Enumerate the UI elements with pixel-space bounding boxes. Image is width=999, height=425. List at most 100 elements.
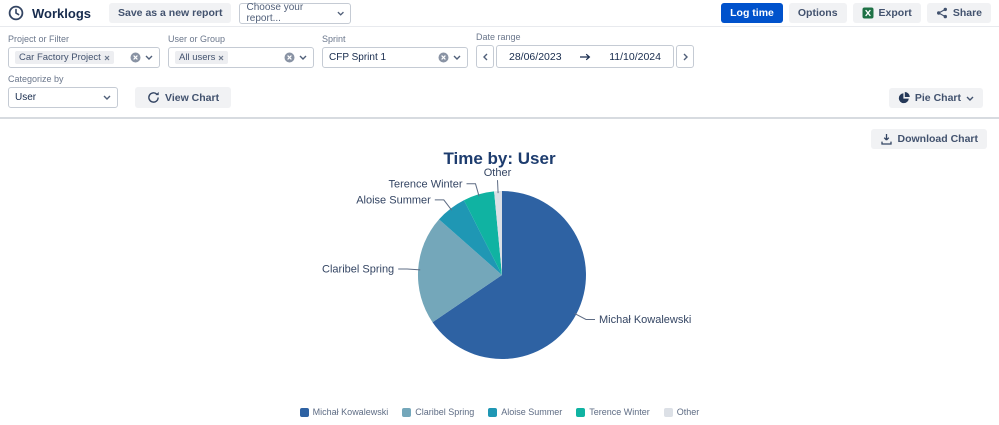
pie-slice-2[interactable] [417,219,502,323]
pie-leader-line [434,199,453,211]
legend-swatch [488,407,498,417]
legend-swatch [402,407,412,417]
chevron-down-icon [103,95,111,100]
pie-slice-label: Michał Kowalewski [599,314,691,326]
legend-swatch [299,407,309,417]
legend-item[interactable]: Other [663,407,700,417]
chevron-down-icon[interactable] [145,55,153,60]
end-date[interactable]: 11/10/2024 [609,50,661,63]
chart-type-label: Pie Chart [914,92,961,104]
start-date[interactable]: 28/06/2023 [509,50,562,63]
export-button[interactable]: Export [852,3,921,23]
chevron-down-icon[interactable] [453,55,461,60]
save-report-button[interactable]: Save as a new report [109,3,232,23]
categorize-by-select[interactable]: User [8,87,118,108]
report-select-placeholder: Choose your report... [246,2,304,24]
pie-chart: Michał Kowalewski Claribel Spring Aloise S… [322,167,691,359]
pie-leader-line [398,268,421,271]
legend-item[interactable]: Claribel Spring [402,407,474,417]
project-chip-label: Car Factory Project [19,52,101,63]
legend-label: Terence Winter [589,407,650,417]
chart-title: Time by: User [443,149,556,168]
chevron-right-icon [683,53,688,60]
legend-label: Claribel Spring [415,407,475,417]
user-chip: All users [175,51,229,64]
categorize-by-group: Categorize by User [8,74,118,108]
pie-slice-5[interactable] [494,191,502,275]
legend-item[interactable]: Aloise Summer [488,407,562,417]
sprint-filter-group: Sprint CFP Sprint 1 [322,34,468,68]
chevron-down-icon [966,96,974,101]
user-filter-group: User or Group All users [168,34,314,68]
pie-slice-label: Other [484,167,512,179]
legend-item[interactable]: Michał Kowalewski [299,407,389,417]
user-filter-label: User or Group [168,34,226,44]
clear-icon[interactable] [130,52,141,63]
project-filter-label: Project or Filter [8,34,70,44]
pie-slice-label: Aloise Summer [356,194,431,206]
sprint-value: CFP Sprint 1 [329,52,387,63]
worklogs-logo-icon [8,5,24,21]
share-button[interactable]: Share [926,3,991,23]
legend-label: Aloise Summer [501,407,563,417]
legend-label: Michał Kowalewski [312,407,389,417]
pie-leader-line [574,312,595,320]
view-chart-label: View Chart [165,91,220,104]
log-time-button[interactable]: Log time [721,3,783,23]
pie-slice-3[interactable] [439,200,502,275]
share-icon [936,7,947,19]
chart-type-button[interactable]: Pie Chart [888,88,983,108]
project-chip: Car Factory Project [15,51,114,64]
pie-chart-icon [898,92,910,104]
user-chip-label: All users [179,52,216,63]
download-chart-label: Download Chart [897,133,979,145]
date-range-controls: 28/06/2023 11/10/2024 [476,45,694,68]
categorize-by-label: Categorize by [8,74,64,84]
project-filter-select[interactable]: Car Factory Project [8,47,160,68]
arrow-right-icon [580,53,591,60]
remove-chip-icon[interactable] [104,55,110,61]
project-filter-group: Project or Filter Car Factory Project [8,34,160,68]
chart-section: Download Chart Time by: User Michał Kowa… [0,117,999,425]
pie-slice-label: Terence Winter [389,178,463,190]
clear-icon[interactable] [438,52,449,63]
share-label: Share [952,7,982,19]
categorize-by-value: User [15,92,37,103]
view-chart-button[interactable]: View Chart [135,87,232,108]
date-prev-button[interactable] [476,45,494,68]
pie-slice-label: Claribel Spring [322,264,394,276]
export-label: Export [878,7,912,19]
filters-row: Project or Filter Car Factory Project Us… [0,27,999,72]
pie-slice-4[interactable] [463,191,502,275]
legend-swatch [576,407,586,417]
excel-icon [862,7,874,19]
pie-leader-line [466,183,480,197]
date-range-label: Date range [476,32,521,42]
clear-icon[interactable] [284,52,295,63]
chevron-down-icon [337,11,345,16]
refresh-icon [148,91,159,103]
download-icon [880,134,892,145]
remove-chip-icon[interactable] [218,55,224,61]
sprint-filter-select[interactable]: CFP Sprint 1 [322,47,468,68]
top-bar: Worklogs Save as a new report Choose you… [0,0,999,27]
options-button[interactable]: Options [788,3,847,23]
date-range-field[interactable]: 28/06/2023 11/10/2024 [496,45,674,68]
legend-swatch [663,407,673,417]
pie-slice-1[interactable] [432,191,586,359]
date-range-group: Date range 28/06/2023 11/10/2024 [476,32,694,68]
date-next-button[interactable] [676,45,694,68]
legend-label: Other [676,407,700,417]
chevron-left-icon [482,53,487,60]
topbar-actions: Log time Options Export Share [721,3,991,23]
chart-controls-row: Categorize by User View Chart Pie Chart [0,72,999,117]
app-title: Worklogs [32,5,91,21]
legend-item[interactable]: Terence Winter [576,407,650,417]
chart-legend: Michał Kowalewski Claribel Spring Aloise S… [0,407,999,417]
download-chart-button[interactable]: Download Chart [870,129,987,149]
pie-leader-line [497,180,499,194]
report-select[interactable]: Choose your report... [239,2,352,24]
user-filter-select[interactable]: All users [168,47,314,68]
chevron-down-icon[interactable] [299,55,307,60]
